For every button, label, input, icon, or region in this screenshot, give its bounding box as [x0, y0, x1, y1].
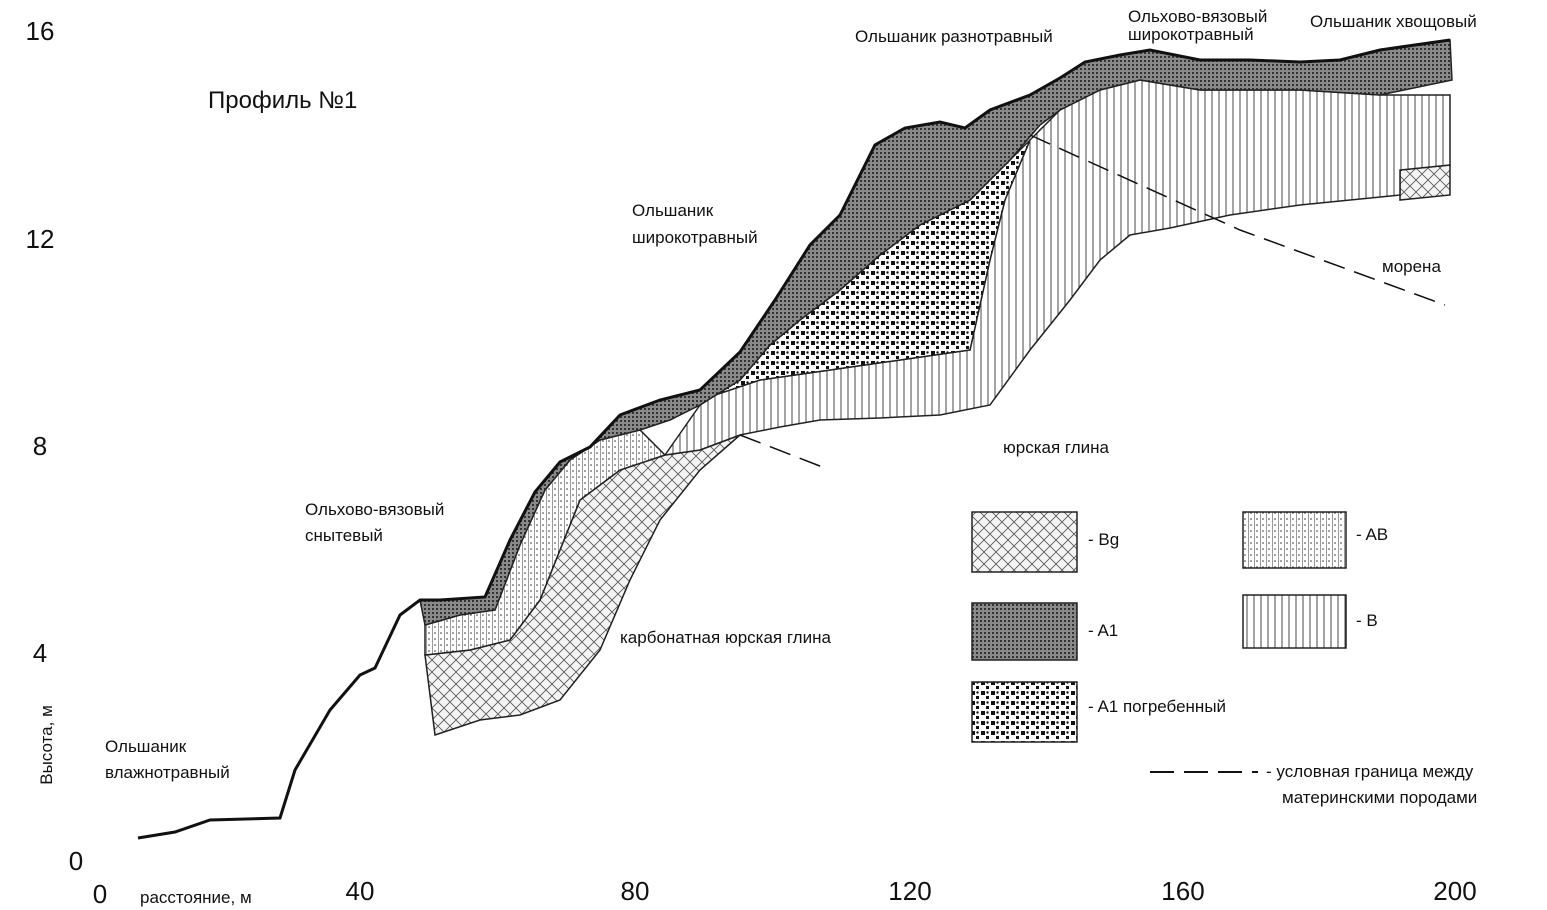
- vegetation-label: Ольшаник: [105, 737, 187, 756]
- legend-label: материнскими породами: [1282, 788, 1477, 807]
- layer-b: [663, 79, 1451, 456]
- vegetation-label: широкотравный: [1128, 25, 1254, 44]
- vegetation-label: снытевый: [305, 526, 383, 545]
- x-tick: 200: [1433, 876, 1476, 906]
- vegetation-label: влажнотравный: [105, 763, 230, 782]
- x-tick: 40: [346, 876, 375, 906]
- boundary-line: [1029, 134, 1446, 306]
- y-tick: 8: [33, 431, 47, 461]
- x-axis-label: расстояние, м: [140, 888, 252, 907]
- y-tick: 16: [26, 16, 55, 46]
- surface-line: [137, 38, 1451, 840]
- rock-label: карбонатная юрская глина: [620, 628, 831, 647]
- vegetation-label: Ольшаник: [632, 201, 714, 220]
- vegetation-label: Ольхово-вязовый: [1128, 7, 1267, 26]
- y-axis-label: Высота, м: [37, 705, 56, 785]
- x-tick: 80: [621, 876, 650, 906]
- legend-label: - AB: [1356, 525, 1388, 544]
- vegetation-label: Ольхово-вязовый: [305, 500, 444, 519]
- legend-label: - условная граница между: [1266, 762, 1474, 781]
- legend-label: - A1: [1088, 621, 1118, 640]
- legend-label: - B: [1356, 611, 1378, 630]
- y-tick: 0: [69, 846, 83, 876]
- legend-label: - A1 погребенный: [1088, 697, 1226, 716]
- y-tick: 12: [26, 224, 55, 254]
- vegetation-label: широкотравный: [632, 228, 758, 247]
- x-tick: 160: [1161, 876, 1204, 906]
- legend-swatch: [1242, 594, 1347, 649]
- y-tick: 4: [33, 638, 47, 668]
- boundary-line: [739, 434, 826, 469]
- rock-label: морена: [1382, 257, 1441, 276]
- title: Профиль №1: [208, 87, 357, 114]
- legend-swatch: [971, 511, 1078, 573]
- vegetation-label: Ольшаник разнотравный: [855, 27, 1053, 46]
- legend-label: - Bg: [1088, 530, 1119, 549]
- x-tick: 0: [93, 879, 107, 909]
- legend-swatch: [971, 681, 1078, 743]
- layer-bg: [1399, 164, 1451, 201]
- legend-swatch: [971, 602, 1078, 661]
- x-tick: 120: [888, 876, 931, 906]
- vegetation-label: Ольшаник хвощовый: [1310, 12, 1477, 31]
- legend-swatch: [1242, 511, 1347, 569]
- rock-label: юрская глина: [1003, 438, 1110, 457]
